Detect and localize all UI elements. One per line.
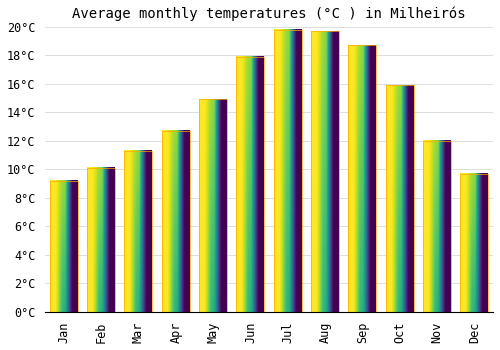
Bar (348, 45, 376, 312)
Title: Average monthly temperatures (°C ) in Milheirós: Average monthly temperatures (°C ) in Mi… (72, 7, 466, 21)
Bar (124, 151, 152, 312)
Bar (50, 181, 78, 312)
Bar (236, 57, 264, 312)
Bar (274, 30, 302, 312)
Bar (87, 168, 115, 312)
Bar (460, 174, 488, 312)
Bar (162, 131, 190, 312)
Bar (423, 141, 451, 312)
Bar (386, 85, 413, 312)
Bar (311, 31, 339, 312)
Bar (199, 99, 227, 312)
